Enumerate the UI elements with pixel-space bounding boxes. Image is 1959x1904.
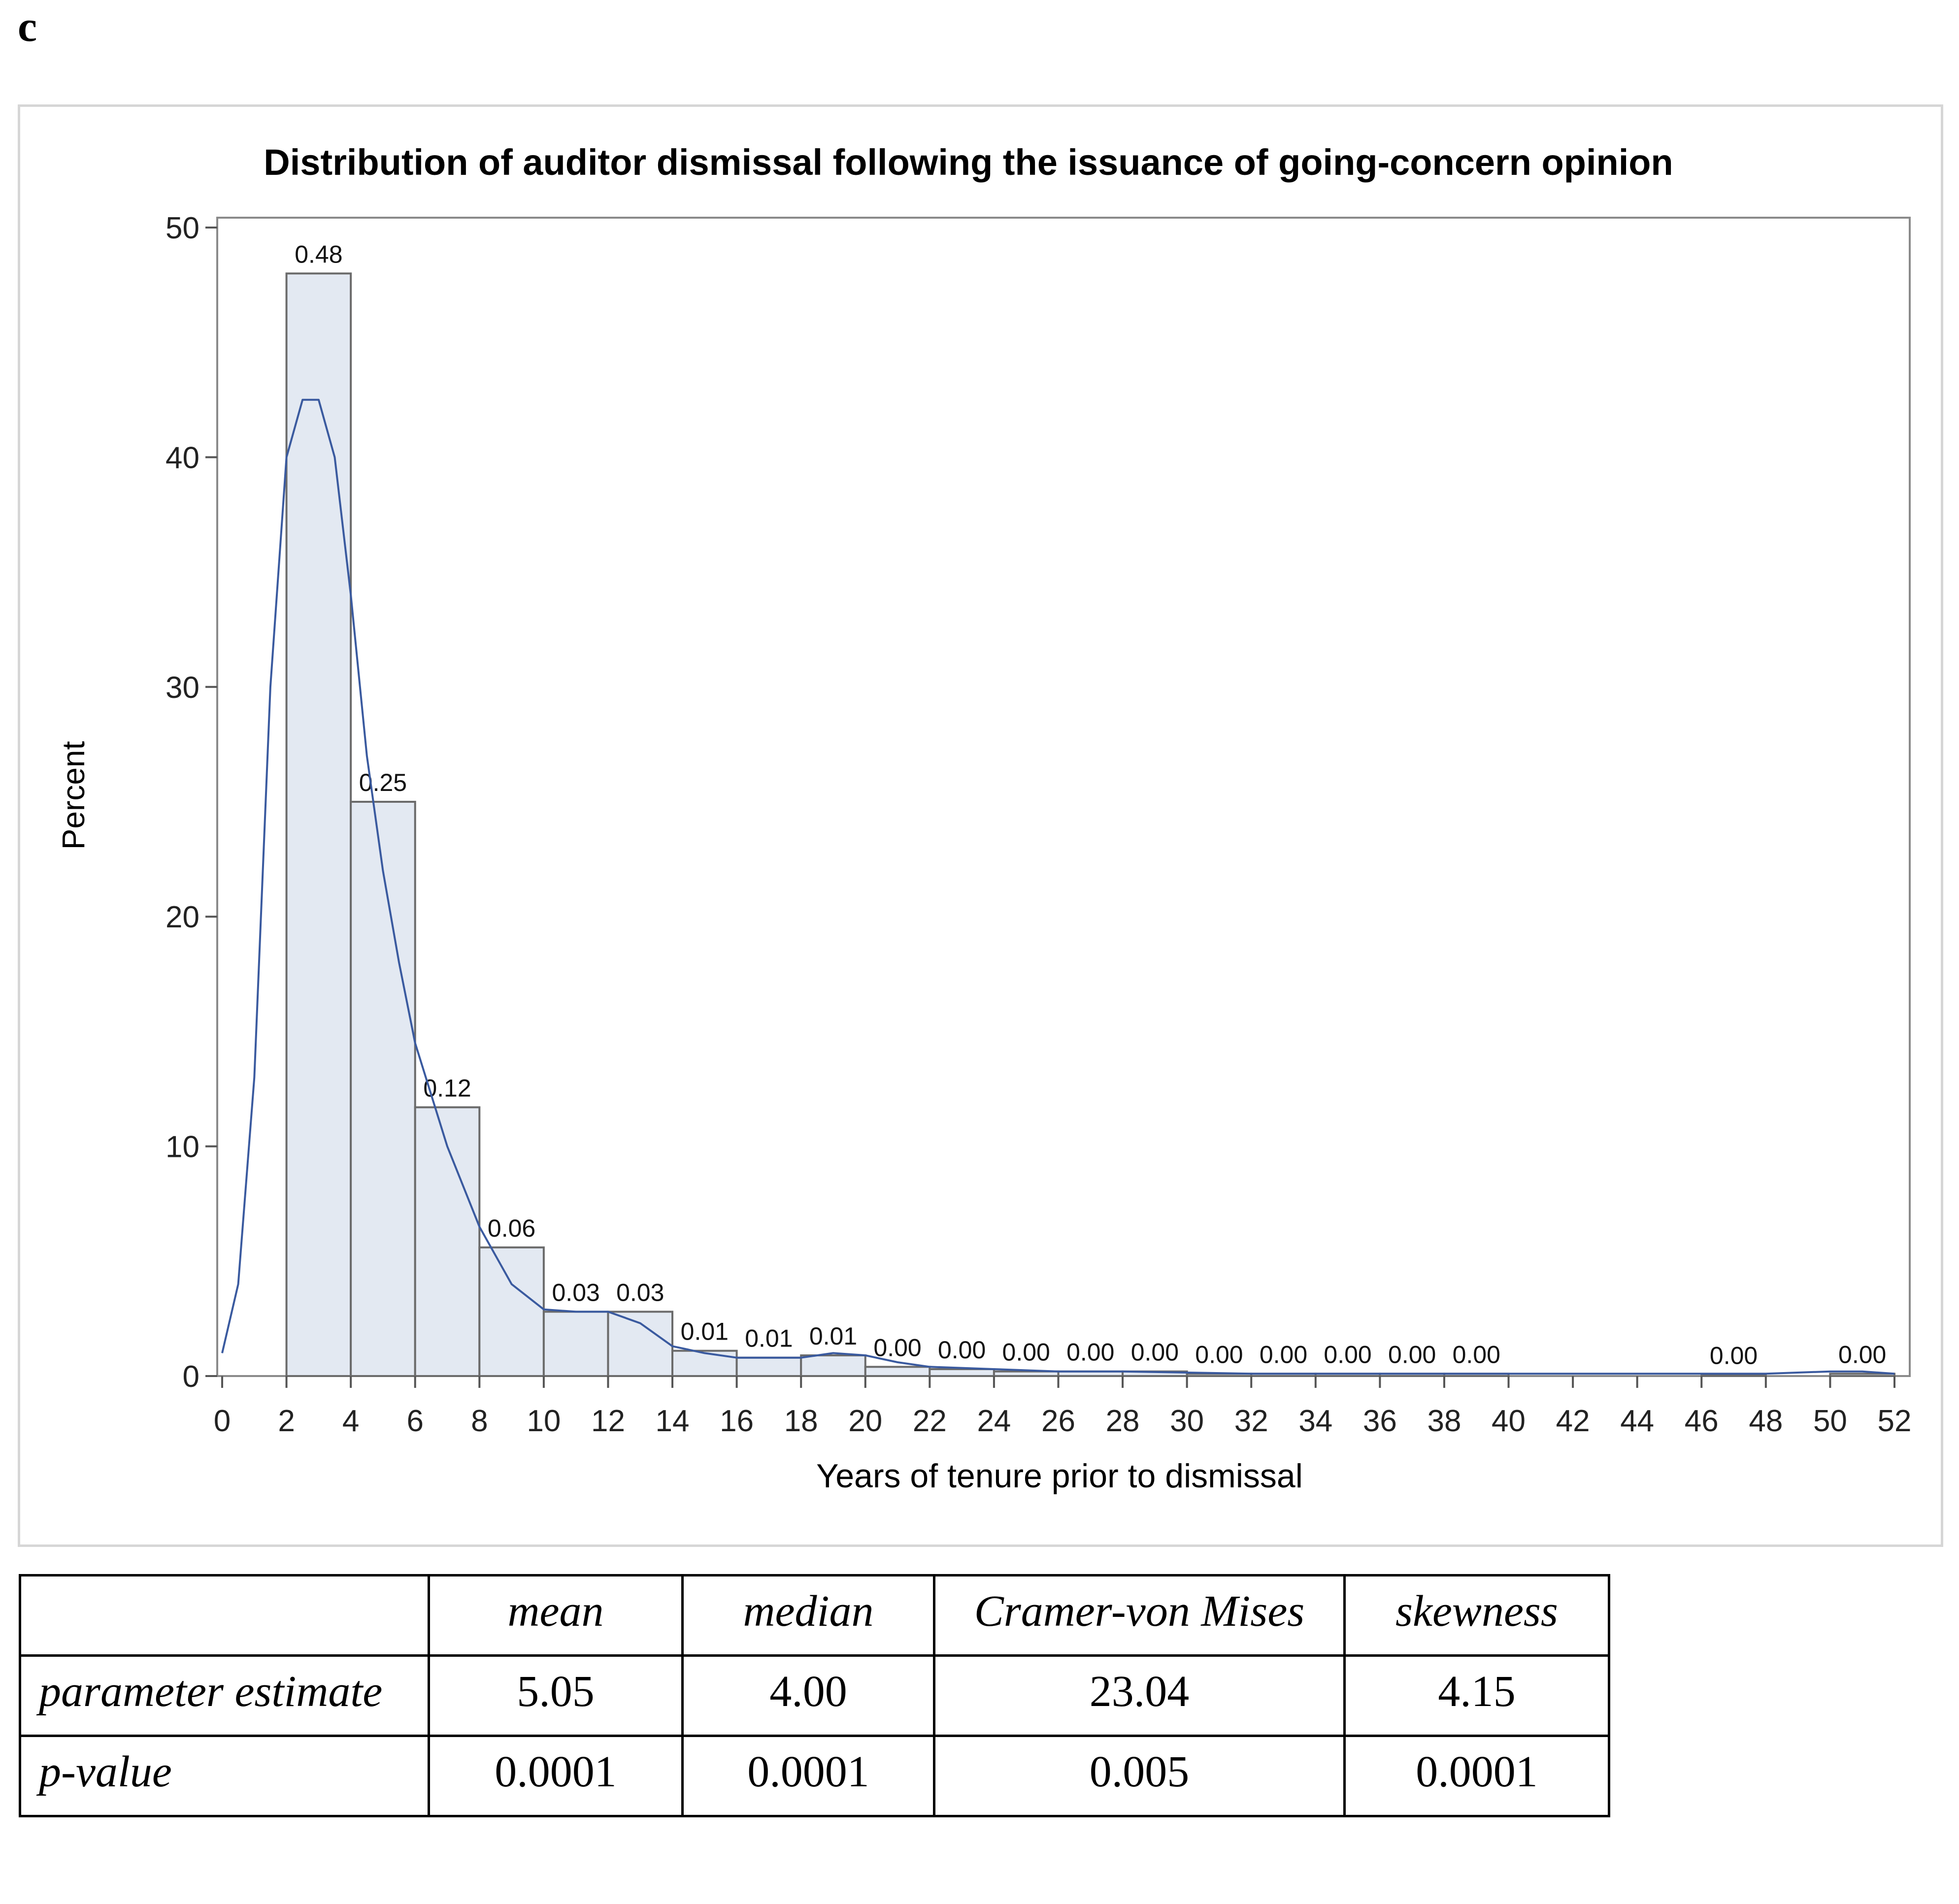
x-tick-label: 26: [1041, 1404, 1075, 1438]
bar-value-label: 0.00: [1002, 1339, 1050, 1366]
density-curve: [221, 398, 1895, 1375]
bar-value-label: 0.03: [616, 1279, 664, 1306]
table-row: parameter estimate 5.05 4.00 23.04 4.15: [19, 1654, 1610, 1737]
cell-median-p-value: 0.0001: [681, 1735, 935, 1817]
histogram-bar: [735, 1356, 802, 1377]
bar-value-label: 0.06: [488, 1215, 535, 1242]
y-axis-label: Percent: [56, 741, 91, 850]
x-tick-label: 2: [278, 1404, 295, 1438]
histogram-bar: [1700, 1374, 1767, 1377]
x-tick-label: 36: [1363, 1404, 1397, 1438]
histogram-bar: [285, 272, 352, 1377]
y-tick-label: 0: [183, 1360, 199, 1394]
table-header-row: mean median Cramer-von Mises skewness: [19, 1574, 1610, 1657]
x-tick-label: 14: [656, 1404, 690, 1438]
histogram-bar: [414, 1106, 481, 1377]
x-tick-label: 20: [848, 1404, 882, 1438]
cell-median-estimate: 4.00: [681, 1654, 935, 1737]
x-tick-label: 40: [1492, 1404, 1526, 1438]
bar-value-label: 0.03: [552, 1279, 600, 1306]
bar-value-label: 0.00: [1066, 1339, 1114, 1366]
x-tick-label: 46: [1685, 1404, 1719, 1438]
cell-mean-p-value: 0.0001: [428, 1735, 684, 1817]
bar-value-label: 0.25: [359, 769, 407, 796]
chart-frame: Distribution of auditor dismissal follow…: [18, 104, 1943, 1547]
bar-value-label: 0.00: [1710, 1342, 1758, 1370]
bar-value-label: 0.00: [1195, 1341, 1243, 1368]
x-tick-label: 16: [720, 1404, 754, 1438]
bar-value-label: 0.01: [681, 1318, 729, 1346]
x-axis-label: Years of tenure prior to dismissal: [816, 1457, 1303, 1495]
stats-table: mean median Cramer-von Mises skewness pa…: [19, 1574, 1610, 1817]
table-row: p-value 0.0001 0.0001 0.005 0.0001: [19, 1735, 1610, 1817]
table-corner-cell: [19, 1574, 430, 1657]
histogram-bar: [993, 1370, 1060, 1378]
cell-cvm-p-value: 0.005: [933, 1735, 1346, 1817]
x-tick-label: 12: [591, 1404, 625, 1438]
header-median: median: [681, 1574, 935, 1657]
plot-area: 0.48 0.25 0.12 0.06 0.03 0.03 0.01 0.01 0.01 0.00…: [166, 211, 1911, 1438]
x-tick-label: 0: [214, 1404, 231, 1438]
bar-value-label: 0.00: [1260, 1341, 1307, 1368]
header-skewness: skewness: [1343, 1574, 1610, 1657]
cell-skewness-estimate: 4.15: [1343, 1654, 1610, 1737]
histogram-bar: [607, 1311, 674, 1377]
histogram-bar: [1829, 1373, 1896, 1377]
y-tick-label: 30: [166, 671, 199, 705]
x-tick-label: 24: [977, 1404, 1011, 1438]
bar-value-label: 0.00: [1324, 1341, 1371, 1368]
cell-mean-estimate: 5.05: [428, 1654, 684, 1737]
header-cramer-von-mises: Cramer-von Mises: [933, 1574, 1346, 1657]
histogram-bar: [864, 1366, 931, 1377]
bar-value-label: 0.01: [809, 1322, 857, 1350]
bar-value-label: 0.48: [295, 240, 342, 268]
cell-cvm-estimate: 23.04: [933, 1654, 1346, 1737]
x-tick-label: 4: [342, 1404, 359, 1438]
x-tick-label: 8: [471, 1404, 488, 1438]
histogram-bar: [350, 801, 416, 1377]
x-tick-label: 32: [1234, 1404, 1268, 1438]
bar-value-label: 0.00: [1131, 1339, 1179, 1366]
x-tick-label: 18: [784, 1404, 818, 1438]
bar-value-label: 0.00: [938, 1336, 986, 1364]
x-tick-label: 50: [1813, 1404, 1847, 1438]
row-label-parameter-estimate: parameter estimate: [19, 1654, 430, 1737]
histogram-bar: [671, 1349, 738, 1378]
x-tick-label: 38: [1427, 1404, 1461, 1438]
header-mean: mean: [428, 1574, 684, 1657]
y-tick-label: 40: [166, 441, 199, 475]
histogram-bar: [929, 1368, 995, 1378]
x-tick-label: 22: [913, 1404, 947, 1438]
x-tick-label: 48: [1749, 1404, 1783, 1438]
y-tick-label: 50: [166, 211, 199, 245]
bar-value-label: 0.01: [745, 1325, 793, 1352]
histogram-bar: [800, 1354, 866, 1377]
y-tick-label: 10: [166, 1130, 199, 1164]
x-tick-label: 42: [1556, 1404, 1590, 1438]
bar-value-label: 0.00: [1453, 1341, 1500, 1368]
x-tick-label: 44: [1620, 1404, 1654, 1438]
x-tick-label: 10: [527, 1404, 561, 1438]
bar-value-label: 0.12: [423, 1074, 471, 1102]
histogram-bar: [478, 1246, 545, 1377]
bar-value-label: 0.00: [1388, 1341, 1436, 1368]
chart-title: Distribution of auditor dismissal follow…: [264, 142, 1673, 183]
row-label-p-value: p-value: [19, 1735, 430, 1817]
x-tick-label: 30: [1170, 1404, 1204, 1438]
histogram-chart: Distribution of auditor dismissal follow…: [56, 142, 1911, 1495]
histogram-bar: [542, 1311, 609, 1377]
cell-skewness-p-value: 0.0001: [1343, 1735, 1610, 1817]
panel-label: c: [18, 3, 37, 51]
x-tick-label: 28: [1106, 1404, 1140, 1438]
x-tick-label: 34: [1298, 1404, 1332, 1438]
x-tick-label: 6: [406, 1404, 423, 1438]
bar-value-label: 0.00: [873, 1334, 921, 1361]
y-tick-label: 20: [166, 900, 199, 934]
x-tick-label: 52: [1878, 1404, 1912, 1438]
bar-value-label: 0.00: [1838, 1341, 1886, 1368]
